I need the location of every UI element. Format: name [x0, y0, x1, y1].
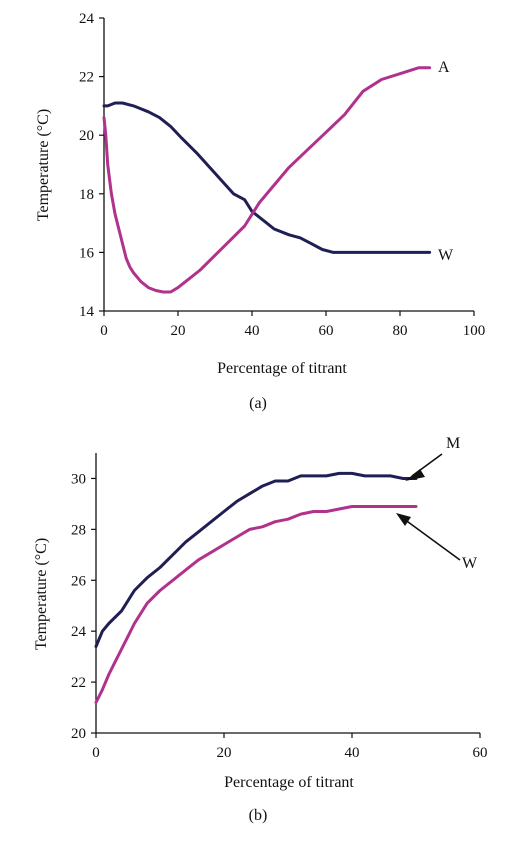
y-tick-label-b: 28: [71, 522, 86, 538]
x-tick-label-b: 60: [473, 745, 488, 761]
chart-panel-b: 0 20 40 60 20 22 24 26 28 30 Percentage of titran…: [33, 435, 488, 824]
x-tick-label-b: 20: [217, 745, 232, 761]
chart-panel-a: 0 20 40 60 80 100 14 16 18 20 22 24 Percentage of t…: [35, 11, 485, 412]
series-line-w-b: [94, 505, 418, 704]
series-label-a-a: A: [438, 59, 450, 76]
series-line-m-b: [94, 471, 418, 648]
series-label-m-b: M: [446, 435, 460, 452]
y-tick-label-b: 22: [71, 675, 86, 691]
y-tick-label-a: 24: [79, 11, 95, 27]
x-axis-label-b: Percentage of titrant: [224, 774, 354, 791]
x-tick-label-a: 60: [319, 323, 334, 339]
x-tick-label-a: 0: [100, 323, 108, 339]
caption-a: (a): [249, 395, 267, 412]
x-tick-label-b: 40: [345, 745, 360, 761]
y-tick-label-b: 30: [71, 471, 86, 487]
y-axis-label-a: Temperature (°C): [35, 109, 52, 221]
arrow-w-head: [396, 513, 411, 526]
y-tick-label-b: 26: [71, 573, 87, 589]
arrow-w-shaft: [403, 518, 461, 561]
x-tick-label-a: 100: [463, 323, 486, 339]
caption-b: (b): [249, 807, 268, 824]
y-axis-label-b: Temperature (°C): [33, 538, 50, 650]
x-tick-label-a: 40: [245, 323, 260, 339]
x-tick-label-b: 0: [92, 745, 100, 761]
series-label-w-b: W: [462, 555, 478, 572]
y-tick-label-a: 16: [79, 245, 95, 261]
series-line-a-a: [102, 66, 432, 294]
series-line-w-a: [102, 101, 432, 254]
y-tick-label-a: 20: [79, 128, 94, 144]
arrow-m-head: [405, 469, 425, 481]
y-tick-label-b: 24: [71, 624, 87, 640]
x-tick-label-a: 20: [171, 323, 186, 339]
x-tick-label-a: 80: [393, 323, 408, 339]
series-label-w-a: W: [438, 247, 454, 264]
y-tick-label-b: 20: [71, 726, 86, 742]
y-tick-label-a: 22: [79, 70, 94, 86]
x-axis-label-a: Percentage of titrant: [217, 360, 347, 377]
y-tick-label-a: 14: [79, 304, 95, 320]
y-tick-label-a: 18: [79, 187, 94, 203]
